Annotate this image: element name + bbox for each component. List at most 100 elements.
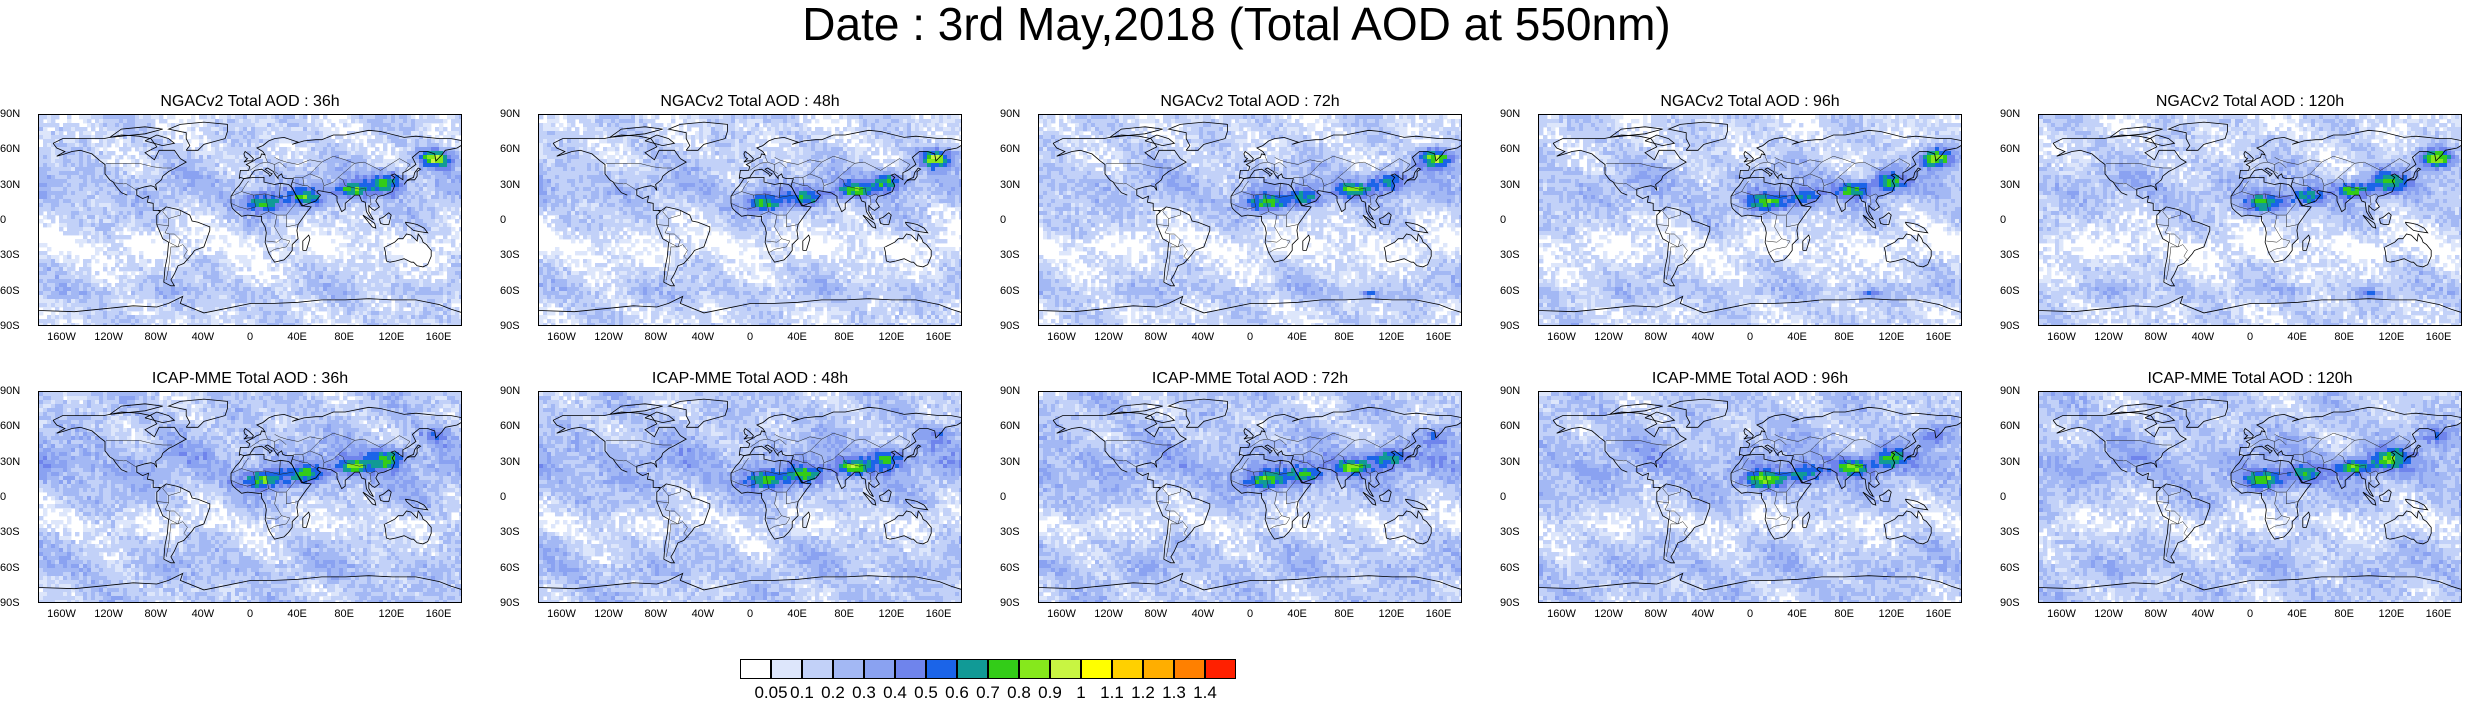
latitude-tick-label: 60S (500, 562, 534, 574)
colorbar-swatch (1205, 659, 1236, 679)
longitude-tick-label: 120W (1094, 331, 1123, 343)
colorbar-swatch (1174, 659, 1205, 679)
longitude-tick-label: 0 (747, 331, 753, 343)
latitude-tick-label: 0 (500, 491, 534, 503)
longitude-tick-label: 40E (1287, 331, 1307, 343)
longitude-tick-label: 160E (2426, 331, 2452, 343)
aod-field (539, 392, 962, 603)
colorbar-swatch (1143, 659, 1174, 679)
longitude-tick-label: 120W (94, 608, 123, 620)
longitude-tick-label: 80W (144, 331, 167, 343)
aod-map (38, 114, 462, 326)
longitude-tick-label: 120E (2378, 608, 2404, 620)
longitude-tick-label: 40E (2287, 331, 2307, 343)
longitude-tick-label: 120E (1378, 331, 1404, 343)
longitude-tick-label: 80W (1644, 331, 1667, 343)
longitude-tick-label: 80W (2144, 331, 2167, 343)
latitude-tick-label: 90S (1500, 597, 1534, 609)
longitude-tick-label: 40E (787, 608, 807, 620)
aod-map (2038, 114, 2462, 326)
aod-map-canvas (39, 392, 462, 603)
longitude-tick-label: 80E (334, 331, 354, 343)
latitude-tick-label: 30S (1500, 526, 1534, 538)
latitude-tick-label: 60S (2000, 285, 2034, 297)
colorbar-swatch (864, 659, 895, 679)
latitude-tick-label: 0 (2000, 491, 2034, 503)
aod-map-canvas (2039, 115, 2462, 326)
aod-map (1038, 114, 1462, 326)
longitude-tick-label: 40W (2192, 608, 2215, 620)
longitude-tick-label: 160E (926, 608, 952, 620)
longitude-tick-label: 120W (1594, 331, 1623, 343)
latitude-tick-label: 30N (2000, 179, 2034, 191)
longitude-tick-label: 160E (926, 331, 952, 343)
longitude-tick-label: 40E (287, 331, 307, 343)
longitude-tick-label: 80E (2334, 331, 2354, 343)
latitude-tick-label: 90N (1500, 385, 1534, 397)
colorbar-swatch (833, 659, 864, 679)
latitude-tick-label: 60S (1000, 562, 1034, 574)
latitude-tick-label: 30N (500, 179, 534, 191)
longitude-tick-label: 160W (2047, 608, 2076, 620)
latitude-tick-label: 0 (1000, 491, 1034, 503)
colorbar-label: 1 (1076, 684, 1085, 702)
colorbar-label: 0.3 (852, 684, 876, 702)
latitude-tick-label: 60S (500, 285, 534, 297)
longitude-tick-label: 0 (1747, 331, 1753, 343)
latitude-tick-label: 0 (0, 214, 34, 226)
aod-field (2039, 392, 2462, 603)
longitude-tick-label: 0 (747, 608, 753, 620)
latitude-tick-label: 60S (0, 562, 34, 574)
panel-title: NGACv2 Total AOD : 120h (2038, 93, 2462, 111)
colorbar-label: 0.7 (976, 684, 1000, 702)
latitude-tick-label: 0 (0, 491, 34, 503)
panel-title: NGACv2 Total AOD : 48h (538, 93, 962, 111)
aod-map (2038, 391, 2462, 603)
longitude-tick-label: 120E (1878, 331, 1904, 343)
aod-field (1039, 115, 1462, 326)
longitude-tick-label: 0 (247, 608, 253, 620)
latitude-tick-label: 30S (1000, 249, 1034, 261)
longitude-tick-label: 120E (878, 608, 904, 620)
colorbar-label: 0.05 (754, 684, 787, 702)
colorbar-swatch (895, 659, 926, 679)
longitude-tick-label: 160W (1547, 331, 1576, 343)
aod-map-canvas (1039, 392, 1462, 603)
latitude-tick-label: 90N (1000, 108, 1034, 120)
aod-map-canvas (539, 392, 962, 603)
longitude-tick-label: 40E (1287, 608, 1307, 620)
longitude-tick-label: 160W (1547, 608, 1576, 620)
aod-field (1539, 392, 1962, 603)
longitude-tick-label: 40E (1787, 608, 1807, 620)
latitude-tick-label: 30N (0, 179, 34, 191)
aod-map (1538, 391, 1962, 603)
latitude-tick-label: 60N (500, 143, 534, 155)
colorbar-label: 0.8 (1007, 684, 1031, 702)
longitude-tick-label: 40W (2192, 331, 2215, 343)
latitude-tick-label: 60S (1000, 285, 1034, 297)
aod-field (2039, 115, 2462, 326)
aod-field (39, 392, 462, 603)
colorbar-swatch (1081, 659, 1112, 679)
longitude-tick-label: 120E (378, 608, 404, 620)
latitude-tick-label: 90S (2000, 597, 2034, 609)
longitude-tick-label: 40E (1787, 331, 1807, 343)
colorbar-swatch (1050, 659, 1081, 679)
longitude-tick-label: 40W (692, 608, 715, 620)
latitude-tick-label: 0 (1500, 214, 1534, 226)
panel-title: ICAP-MME Total AOD : 36h (38, 370, 462, 388)
latitude-tick-label: 60N (2000, 420, 2034, 432)
longitude-tick-label: 80E (334, 608, 354, 620)
aod-map-canvas (539, 115, 962, 326)
latitude-tick-label: 30N (2000, 456, 2034, 468)
latitude-tick-label: 90S (1500, 320, 1534, 332)
colorbar-label: 0.4 (883, 684, 907, 702)
latitude-tick-label: 90N (0, 385, 34, 397)
longitude-tick-label: 160E (2426, 608, 2452, 620)
longitude-tick-label: 160E (1426, 608, 1452, 620)
latitude-tick-label: 60S (0, 285, 34, 297)
